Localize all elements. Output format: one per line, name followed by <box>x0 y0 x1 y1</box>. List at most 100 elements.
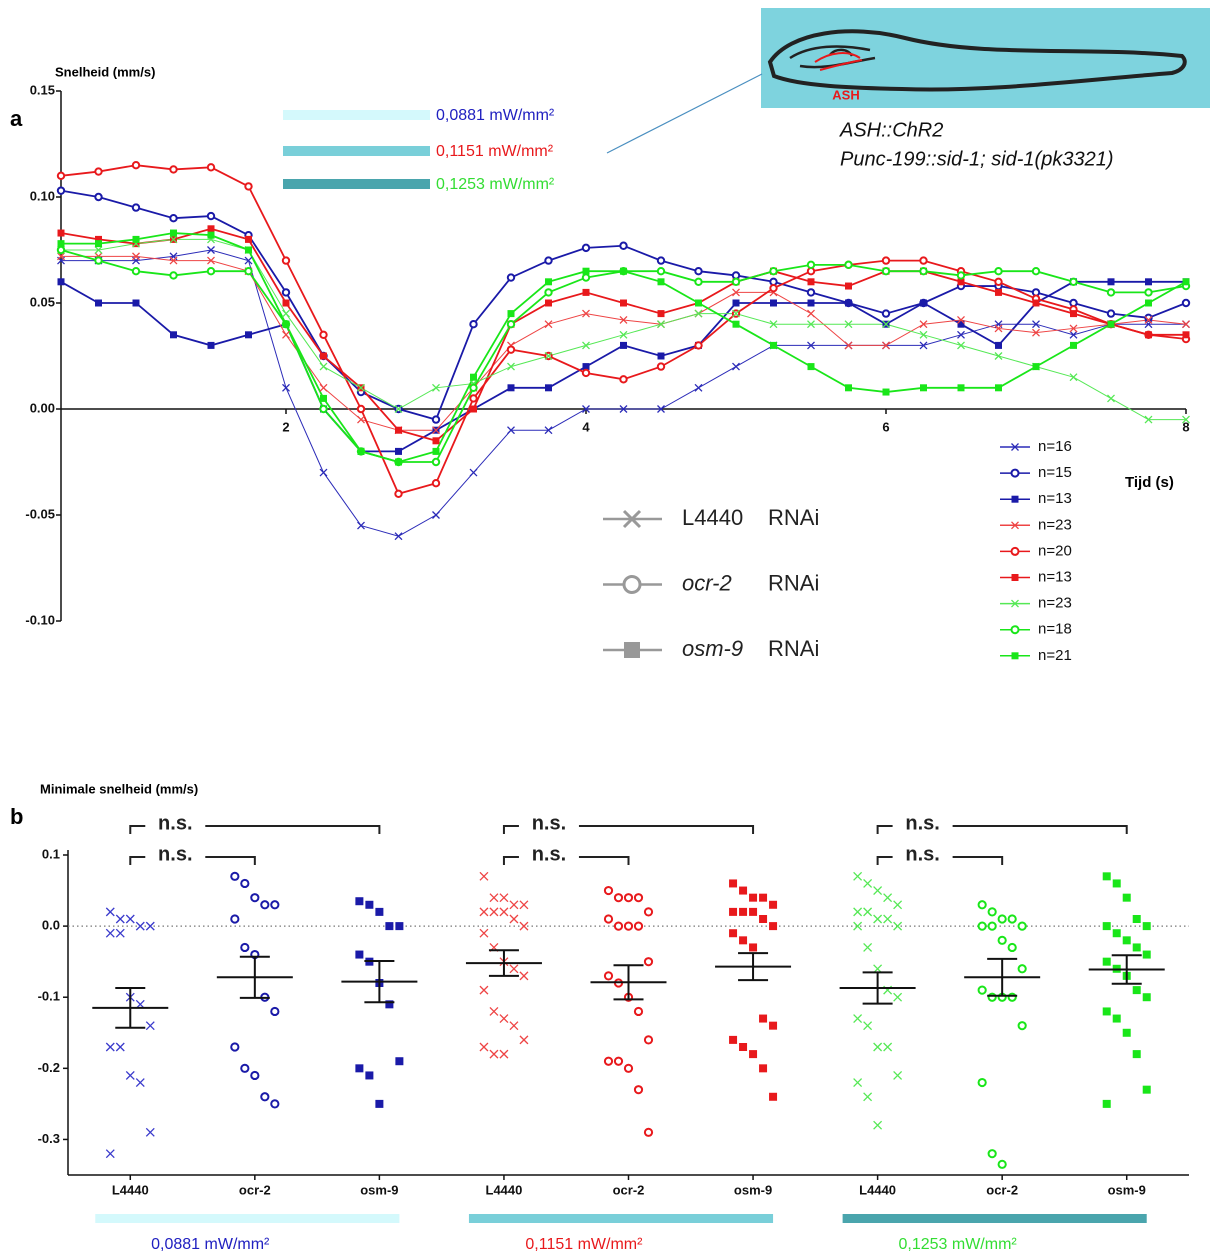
marker-legend-suffix: RNAi <box>768 505 819 530</box>
data-point <box>845 299 852 307</box>
data-point <box>506 320 516 329</box>
data-point <box>270 1099 280 1109</box>
data-point <box>431 479 441 488</box>
data-point <box>207 256 215 265</box>
legend-label: n=15 <box>1038 464 1072 481</box>
data-point <box>244 267 253 276</box>
data-point <box>105 928 115 938</box>
marker-legend-label: osm-9 <box>682 636 743 661</box>
data-point <box>863 942 873 952</box>
data-point <box>957 278 965 286</box>
data-point <box>1007 914 1017 924</box>
data-point <box>1032 328 1040 337</box>
data-point <box>582 341 590 350</box>
data-point <box>806 260 816 270</box>
inset-label: ASH <box>832 87 859 102</box>
x-tick-label: L4440 <box>112 1182 149 1197</box>
data-point <box>807 299 815 307</box>
series-line <box>60 280 1186 453</box>
data-point <box>115 1042 125 1052</box>
data-point <box>893 921 903 931</box>
data-point <box>957 341 965 350</box>
data-point <box>883 893 893 903</box>
data-point <box>125 914 135 924</box>
data-point <box>807 278 815 286</box>
data-point <box>145 1021 155 1031</box>
data-point <box>479 907 489 917</box>
data-point <box>873 914 883 924</box>
data-point <box>499 1014 509 1024</box>
data-point <box>633 1006 644 1017</box>
y-tick-label: 0.05 <box>30 294 55 309</box>
data-point <box>319 383 328 392</box>
data-point <box>1106 288 1116 297</box>
legend-marker <box>1011 574 1019 581</box>
bracket-label: n.s. <box>905 812 939 834</box>
data-point <box>620 267 627 275</box>
data-point <box>749 907 758 916</box>
data-point <box>95 235 102 243</box>
intensity-label: 0,1151 mW/mm² <box>525 1236 643 1253</box>
data-point <box>544 352 553 360</box>
data-point <box>1112 929 1121 938</box>
y-tick-label: -0.1 <box>38 989 60 1004</box>
data-point <box>169 271 178 280</box>
data-point <box>657 278 665 286</box>
data-point <box>853 921 863 931</box>
data-point <box>1102 1007 1111 1016</box>
data-point <box>619 316 628 324</box>
x-tick-label: L4440 <box>486 1182 523 1197</box>
marker-legend-suffix: RNAi <box>768 636 819 661</box>
data-point <box>633 921 644 931</box>
bracket-label-bg <box>145 815 206 837</box>
data-point <box>1070 310 1077 318</box>
data-point <box>169 256 178 265</box>
data-point <box>732 362 740 371</box>
data-point <box>643 907 654 917</box>
data-point <box>769 922 778 931</box>
bracket-label: n.s. <box>158 843 192 865</box>
data-point <box>769 267 778 276</box>
data-point <box>613 893 624 903</box>
data-point <box>623 921 634 931</box>
data-point <box>919 341 928 350</box>
sem-bar <box>115 986 146 1029</box>
data-point <box>977 985 987 995</box>
data-point <box>769 1092 778 1101</box>
data-point <box>873 1042 883 1052</box>
data-point <box>469 320 478 329</box>
intensity-bar <box>95 1214 400 1223</box>
data-point <box>694 267 703 276</box>
data-point <box>519 971 529 981</box>
data-point <box>620 299 627 307</box>
data-point <box>1182 415 1190 424</box>
data-point <box>957 384 965 392</box>
data-point <box>656 256 666 265</box>
data-point <box>519 1035 529 1045</box>
marker-legend-suffix: RNAi <box>768 570 819 595</box>
intensity-label: 0,1253 mW/mm² <box>898 1236 1017 1253</box>
data-point <box>207 225 215 233</box>
data-point <box>1102 1099 1111 1108</box>
marker-legend-symbol <box>622 509 642 529</box>
inset-background <box>761 8 1210 108</box>
data-point <box>519 921 529 931</box>
data-point <box>1132 1050 1141 1059</box>
data-point <box>509 900 519 910</box>
data-point <box>619 241 628 250</box>
data-point <box>893 900 903 910</box>
data-point <box>105 1042 115 1052</box>
data-point <box>633 893 644 903</box>
x-tick-label: L4440 <box>859 1182 896 1197</box>
data-point <box>57 278 65 286</box>
data-point <box>997 914 1007 924</box>
series-line <box>60 249 1187 463</box>
data-point <box>355 1064 364 1073</box>
data-point <box>207 231 215 239</box>
data-point <box>395 426 402 434</box>
data-point <box>270 900 280 910</box>
data-point <box>619 405 628 413</box>
data-point <box>507 310 515 318</box>
data-point <box>105 1149 115 1159</box>
data-point <box>633 1085 644 1095</box>
